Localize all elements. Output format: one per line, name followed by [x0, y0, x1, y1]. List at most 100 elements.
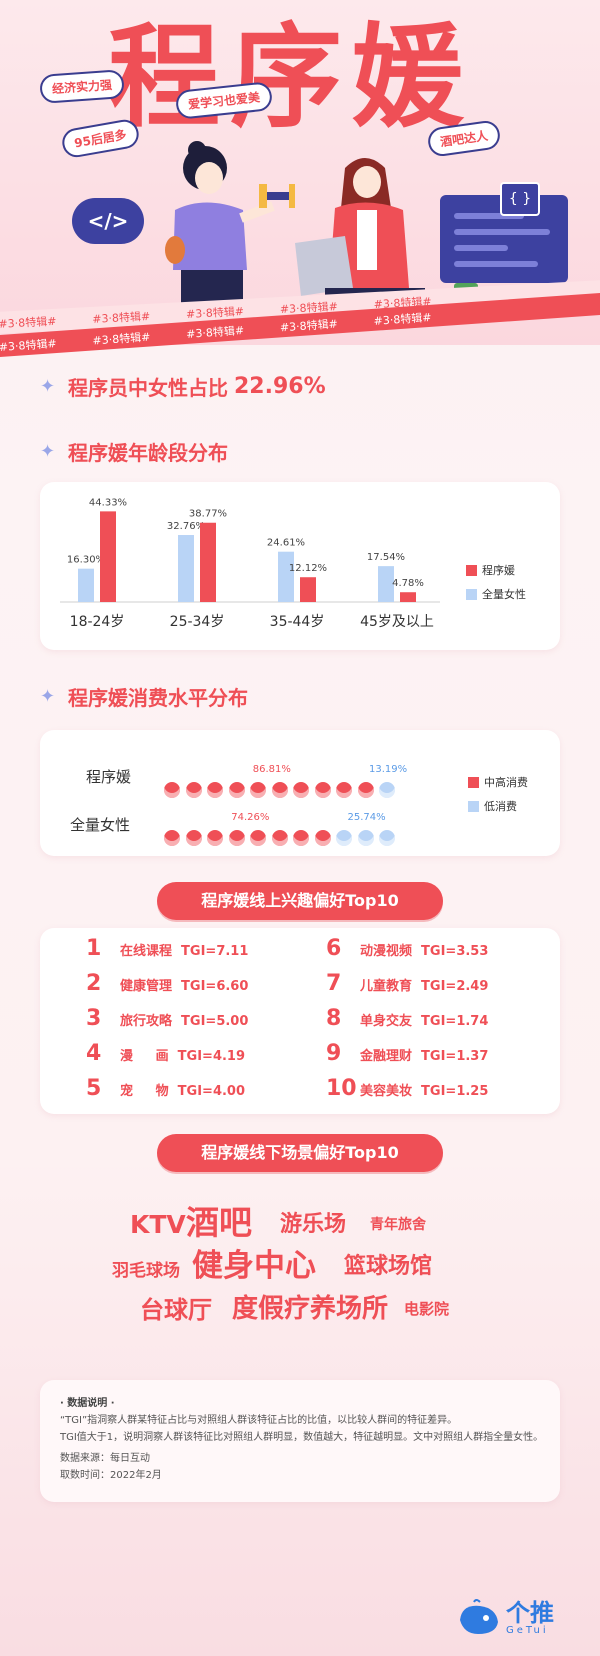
rank-label: 漫 画 TGI=4.19	[120, 1049, 246, 1064]
legend-programmer: 程序媛	[466, 562, 515, 578]
cloud-word-gym: 健身中心	[192, 1248, 316, 1284]
low-consumption-label-1: 25.74%	[347, 812, 386, 823]
rank-label: 单身交友 TGI=1.74	[360, 1014, 489, 1029]
rank-number: 10	[326, 1076, 357, 1101]
bar-programmer-0	[100, 511, 116, 602]
low-consumption-label-0: 13.19%	[369, 764, 408, 775]
sparkle-icon: ✦	[40, 440, 56, 462]
legend-swatch-programmer	[466, 564, 477, 576]
logo-sub: GeTui	[506, 1624, 549, 1636]
rank-label: 动漫视频 TGI=3.53	[360, 944, 489, 959]
consumer-face-icon	[271, 830, 288, 846]
legend-swatch-high	[468, 776, 479, 788]
bar-all-female-2	[278, 551, 294, 602]
online-rank-item: 8 单身交友 TGI=1.74	[326, 1006, 488, 1031]
bar-programmer-3	[400, 592, 416, 602]
online-rank-item: 9 金融理财 TGI=1.37	[326, 1041, 488, 1066]
braces-icon: { }	[500, 182, 540, 216]
consumer-face-icon	[293, 782, 309, 798]
bar-all-female-3	[378, 566, 394, 602]
cloud-word-amusement-park: 游乐场	[280, 1212, 347, 1237]
cloud-word-ktv: KTV	[130, 1210, 186, 1239]
age-heading-text: 程序媛年龄段分布	[68, 441, 228, 465]
consumer-face-icon	[228, 830, 245, 846]
data-label-all-female-1: 32.76%	[167, 521, 205, 532]
data-notes: · 数据说明 · “TGI”指洞察人群某特征占比与对照组人群该特征占比的比值，以…	[60, 1395, 550, 1484]
bar-all-female-0	[78, 568, 94, 602]
cloud-word-resort: 度假疗养场所	[232, 1294, 389, 1324]
whale-logo-icon	[460, 1599, 498, 1634]
hero-title: 程序媛	[108, 13, 474, 143]
online-rank-item: 4 漫 画 TGI=4.19	[86, 1041, 245, 1066]
logo-name: 个推	[506, 1598, 554, 1627]
rank-label: 美容美妆 TGI=1.25	[360, 1084, 489, 1099]
rank-number: 5	[86, 1076, 102, 1101]
data-label-programmer-1: 38.77%	[189, 509, 227, 520]
data-label-programmer-2: 12.12%	[289, 563, 327, 574]
consumer-face-icon	[293, 830, 309, 846]
legend-label-high: 中高消费	[484, 776, 528, 789]
consumption-card: 程序媛 86.81% 13.19% 全量女性 74.26% 25.74% 中高消费 低消费	[40, 730, 560, 856]
notes-title: · 数据说明 ·	[60, 1398, 115, 1409]
category-label-1: 25-34岁	[170, 614, 225, 630]
consumer-face-icon	[314, 830, 331, 846]
consumer-face-icon	[185, 830, 202, 846]
tag-post95: 95后居多	[60, 117, 141, 160]
rank-label: 在线课程 TGI=7.11	[120, 944, 249, 959]
online-rank-item: 6 动漫视频 TGI=3.53	[326, 936, 488, 961]
tag-economy: 经济实力强	[39, 69, 125, 104]
consumer-face-icon	[207, 830, 223, 846]
female-ratio-heading: ✦ 程序员中女性占比 22.96%	[40, 372, 326, 401]
rank-number: 2	[86, 971, 102, 996]
legend-label-programmer: 程序媛	[482, 564, 515, 577]
legend-swatch-low	[468, 800, 479, 812]
cloud-word-bar: 酒吧	[186, 1203, 252, 1242]
cloud-word-cinema: 电影院	[404, 1300, 450, 1318]
consumer-face-icon	[379, 830, 395, 846]
code-icon: </>	[72, 198, 144, 244]
consumer-face-icon	[271, 782, 288, 798]
high-consumption-label-0: 86.81%	[252, 764, 291, 775]
high-consumption-label-1: 74.26%	[231, 812, 270, 823]
rank-label: 宠 物 TGI=4.00	[120, 1084, 246, 1099]
online-rank-item: 5 宠 物 TGI=4.00	[86, 1076, 245, 1101]
consumer-face-icon	[336, 782, 352, 798]
legend-label-low: 低消费	[484, 800, 517, 813]
legend-swatch-all-female	[466, 588, 477, 600]
rank-number: 1	[86, 936, 102, 961]
legend-label-all-female: 全量女性	[482, 588, 526, 601]
rank-label: 金融理财 TGI=1.37	[360, 1049, 489, 1064]
data-label-all-female-0: 16.30%	[67, 555, 105, 566]
rank-number: 6	[326, 936, 342, 961]
age-chart-svg: 16.30% 44.33% 18-24岁 32.76%38.77% 25-34岁 24.6…	[60, 497, 440, 630]
offline-top10-title: 程序媛线下场景偏好Top10	[157, 1134, 443, 1172]
stat-value: 22.96%	[234, 374, 326, 399]
consumer-face-icon	[250, 782, 266, 798]
legend-low: 低消费	[468, 798, 517, 814]
category-label-2: 35-44岁	[270, 614, 325, 630]
notes-card	[40, 1380, 560, 1502]
data-label-all-female-3: 17.54%	[367, 552, 405, 563]
consumption-row-label-0: 程序媛	[86, 768, 132, 786]
consumer-face-icon	[185, 782, 202, 798]
cloud-word-billiards: 台球厅	[140, 1296, 212, 1324]
cloud-word-basketball: 篮球场馆	[344, 1254, 433, 1279]
online-top10-title: 程序媛线上兴趣偏好Top10	[157, 882, 443, 920]
online-rank-item: 1 在线课程 TGI=7.11	[86, 936, 248, 961]
data-label-programmer-3: 4.78%	[392, 578, 424, 589]
legend-high: 中高消费	[468, 774, 528, 790]
legend-all-female: 全量女性	[466, 586, 526, 602]
consumer-face-icon	[314, 782, 331, 798]
bar-programmer-2	[300, 577, 316, 602]
bar-all-female-1	[178, 535, 194, 602]
online-rank-item: 10 美容美妆 TGI=1.25	[326, 1076, 488, 1101]
getui-logo: 个推 GeTui	[456, 1598, 554, 1638]
bar-programmer-1	[200, 522, 216, 602]
rank-number: 7	[326, 971, 342, 996]
sparkle-icon: ✦	[40, 375, 56, 397]
consumer-face-icon	[357, 782, 374, 798]
online-top10-card: 1 在线课程 TGI=7.11 2 健康管理 TGI=6.60 3 旅行攻略 TGI=5.…	[40, 928, 560, 1114]
rank-number: 9	[326, 1041, 342, 1066]
hero-banner: 程序媛 经济实力强 爱学习也爱美 95后居多 酒吧达人 </>	[0, 0, 600, 359]
stat-label: 程序员中女性占比	[68, 376, 228, 400]
